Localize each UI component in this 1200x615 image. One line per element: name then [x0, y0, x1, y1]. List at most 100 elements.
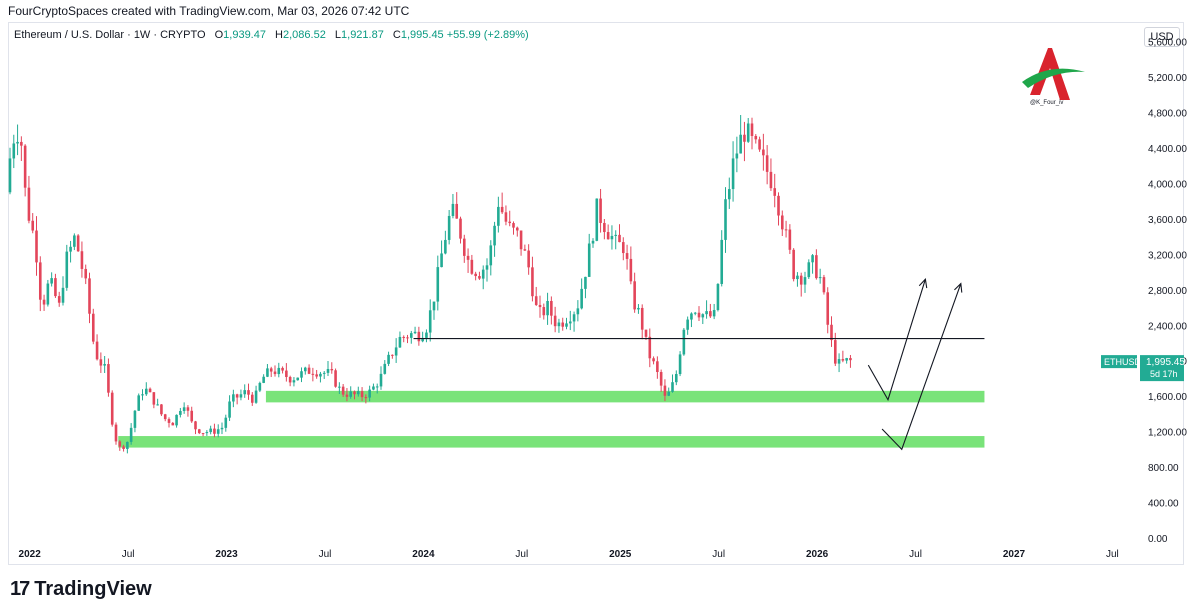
candle-body [285, 370, 288, 377]
tradingview-brand: TradingView [34, 578, 152, 600]
y-tick-label: 1,600.00 [1148, 392, 1187, 403]
candle-body [515, 227, 519, 231]
candle-body [402, 336, 406, 338]
candle-body [731, 158, 735, 190]
currency-button[interactable]: USD [1144, 27, 1180, 47]
watermark-swoosh-icon [1022, 68, 1085, 88]
x-tick-label: 2024 [412, 549, 435, 560]
candle-body [705, 311, 708, 315]
candle-body [205, 432, 209, 434]
candle-body [455, 203, 459, 219]
candle-body [444, 239, 447, 254]
candle-body [296, 377, 300, 381]
candle-body [686, 319, 689, 330]
candle-body [35, 230, 38, 263]
candle-body [462, 238, 466, 256]
candle-body [739, 134, 742, 154]
trend-annotations [413, 277, 985, 451]
candle-body [447, 215, 451, 240]
candle-body [459, 218, 462, 239]
candle-body [822, 277, 826, 293]
last-price-label: 1,995.45 [1146, 357, 1185, 368]
y-tick-label: 4,800.00 [1148, 109, 1187, 120]
support-zones [118, 390, 985, 448]
candle-body [701, 314, 705, 318]
candle-body [398, 336, 402, 348]
candle-body [175, 414, 178, 426]
candle-body [54, 278, 57, 297]
candle-body [614, 234, 618, 236]
candle-body [182, 407, 186, 411]
high-value: 2,086.52 [283, 29, 326, 41]
symbol-tag-bg [1101, 355, 1137, 369]
candle-body [663, 385, 667, 396]
candle-body [606, 232, 610, 240]
candle-body [12, 143, 16, 159]
candle-body [360, 391, 364, 398]
candle-body [356, 391, 360, 395]
x-tick-label: Jul [1106, 549, 1119, 560]
candle-body [750, 123, 754, 136]
x-tick-label: Jul [515, 549, 528, 560]
candle-body [141, 394, 144, 396]
candle-body [637, 307, 640, 310]
candle-body [258, 382, 262, 391]
candle-body [550, 300, 553, 316]
candle-body [481, 269, 485, 279]
y-tick-label: 2,800.00 [1148, 286, 1187, 297]
tradingview-mark-icon: 17 [10, 578, 30, 600]
candle-body [88, 278, 91, 314]
candle-body [485, 265, 489, 270]
candle-body [372, 386, 375, 390]
x-tick-label: Jul [712, 549, 725, 560]
candle-body [796, 275, 799, 280]
tradingview-logo[interactable]: 17 TradingView [10, 578, 152, 601]
candle-body [50, 278, 53, 284]
candle-body [213, 428, 216, 434]
candlesticks [8, 115, 852, 454]
low-value: 1,921.87 [341, 29, 384, 41]
candle-body [292, 380, 296, 383]
y-tick-label: 2,400.00 [1148, 321, 1187, 332]
close-label: C [392, 29, 401, 41]
candle-body [780, 215, 784, 230]
symbol-title[interactable]: Ethereum / U.S. Dollar · 1W · CRYPTO [14, 29, 206, 41]
candle-body [46, 283, 50, 305]
candle-body [133, 410, 137, 428]
x-tick-label: Jul [122, 549, 135, 560]
candle-body [758, 139, 761, 150]
candle-body [300, 371, 303, 378]
candle-body [531, 267, 534, 297]
chart-caption: FourCryptoSpaces created with TradingVie… [8, 4, 410, 18]
candle-body [23, 145, 27, 188]
candle-body [201, 433, 205, 435]
candle-body [148, 388, 152, 393]
support-zone-2 [118, 436, 985, 448]
candle-body [833, 340, 837, 364]
candle-body [247, 390, 250, 395]
candle-body [20, 141, 23, 146]
x-tick-label: 2022 [19, 549, 42, 560]
candle-body [803, 277, 807, 285]
symbol-tag: ETHUSD [1104, 357, 1142, 367]
candle-body [727, 189, 731, 200]
x-tick-label: 2026 [806, 549, 829, 560]
candle-body [99, 359, 103, 366]
candle-body [16, 141, 19, 144]
candle-body [648, 336, 652, 359]
support-zone-1 [265, 390, 985, 403]
y-tick-label: 3,600.00 [1148, 215, 1187, 226]
candle-body [235, 394, 239, 398]
candle-body [765, 155, 769, 172]
candle-body [269, 368, 273, 372]
candle-body [682, 329, 686, 355]
candle-body [95, 341, 99, 360]
candle-body [330, 369, 334, 371]
candle-body [591, 240, 595, 244]
candle-body [394, 347, 398, 356]
candle-body [163, 414, 167, 420]
candle-body [57, 296, 61, 303]
candle-body [659, 372, 663, 386]
candle-body [8, 158, 12, 193]
